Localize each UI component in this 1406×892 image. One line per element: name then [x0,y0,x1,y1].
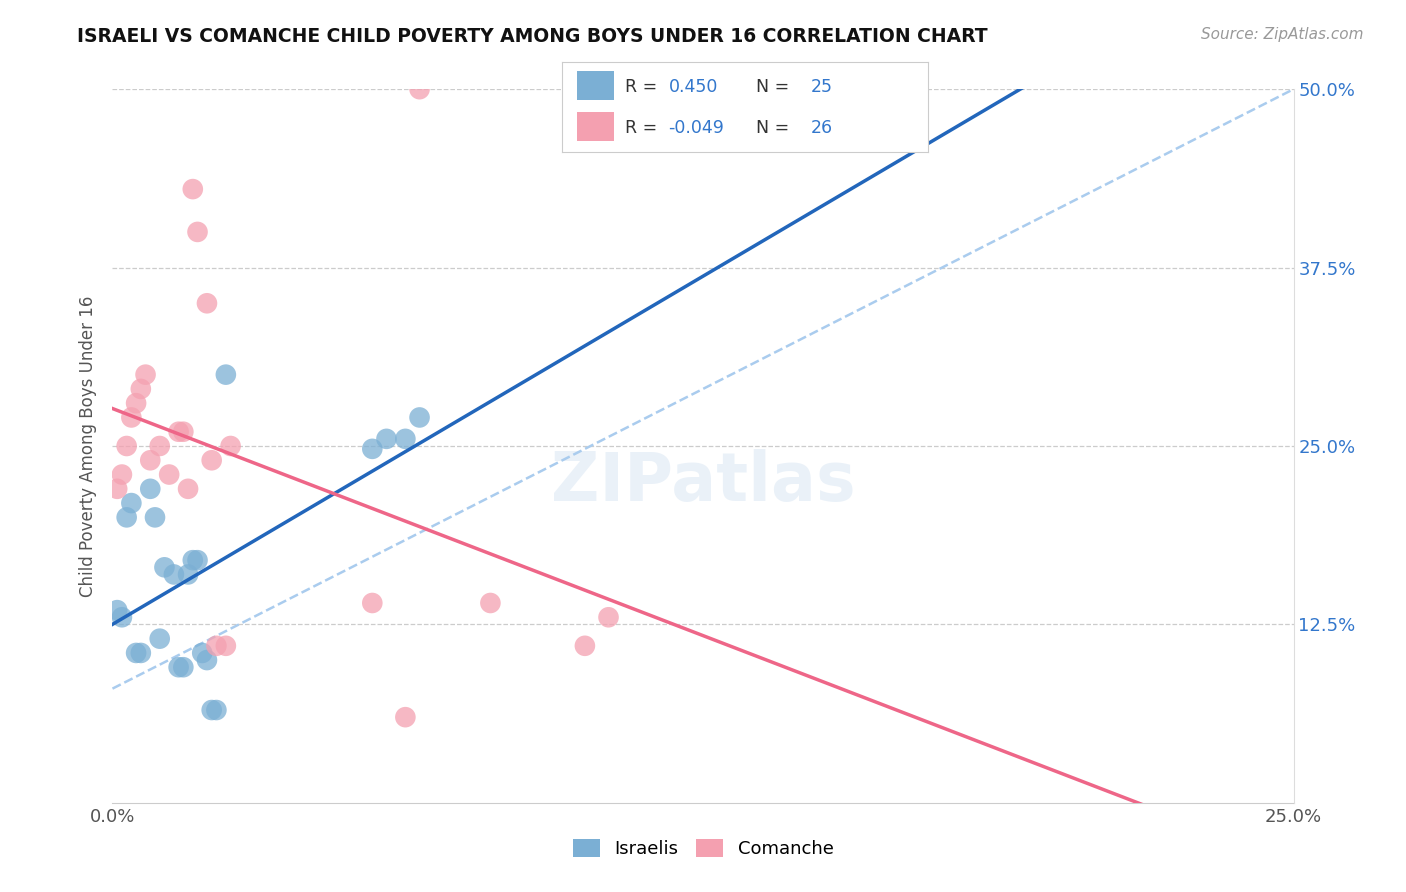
Point [115,439,138,453]
Point [215,368,238,382]
Point [111,610,134,624]
Point [135,368,157,382]
Text: ISRAELI VS COMANCHE CHILD POVERTY AMONG BOYS UNDER 16 CORRELATION CHART: ISRAELI VS COMANCHE CHILD POVERTY AMONG … [77,27,988,45]
Point [115,510,138,524]
Text: R =: R = [624,78,668,95]
Text: Source: ZipAtlas.com: Source: ZipAtlas.com [1201,27,1364,42]
Point [394,432,416,446]
Point [139,482,162,496]
Point [191,646,214,660]
Bar [576,112,613,141]
Point [219,439,242,453]
Point [201,703,224,717]
Point [205,703,228,717]
Point [186,225,208,239]
Point [153,560,176,574]
Point [195,653,218,667]
Text: 26: 26 [811,119,834,136]
Point [181,553,204,567]
Text: N =: N = [745,78,794,95]
Point [215,639,238,653]
Text: R =: R = [624,119,662,136]
Point [172,425,194,439]
Point [177,482,200,496]
Text: ZIPatlas: ZIPatlas [551,449,855,515]
Bar [576,71,613,100]
Point [125,396,148,410]
Point [157,467,180,482]
Point [574,639,596,653]
Point [120,496,142,510]
Point [172,660,194,674]
Point [361,442,384,456]
Point [129,646,152,660]
Point [479,596,502,610]
Text: 25: 25 [811,78,832,95]
Point [111,467,134,482]
Point [105,603,128,617]
Point [201,453,224,467]
Text: -0.049: -0.049 [668,119,724,136]
Point [167,660,190,674]
Point [408,82,430,96]
Point [105,482,128,496]
Point [195,296,218,310]
Point [375,432,398,446]
Y-axis label: Child Poverty Among Boys Under 16: Child Poverty Among Boys Under 16 [79,295,97,597]
Point [361,596,384,610]
Point [598,610,620,624]
Point [181,182,204,196]
Point [149,632,172,646]
Point [163,567,186,582]
Point [149,439,172,453]
Text: N =: N = [745,119,794,136]
Point [143,510,166,524]
Point [177,567,200,582]
Text: 0.450: 0.450 [668,78,718,95]
Point [139,453,162,467]
Point [129,382,152,396]
Point [186,553,208,567]
Point [120,410,142,425]
Point [408,410,430,425]
Point [125,646,148,660]
Legend: Israelis, Comanche: Israelis, Comanche [565,831,841,865]
Point [167,425,190,439]
Point [394,710,416,724]
Point [205,639,228,653]
